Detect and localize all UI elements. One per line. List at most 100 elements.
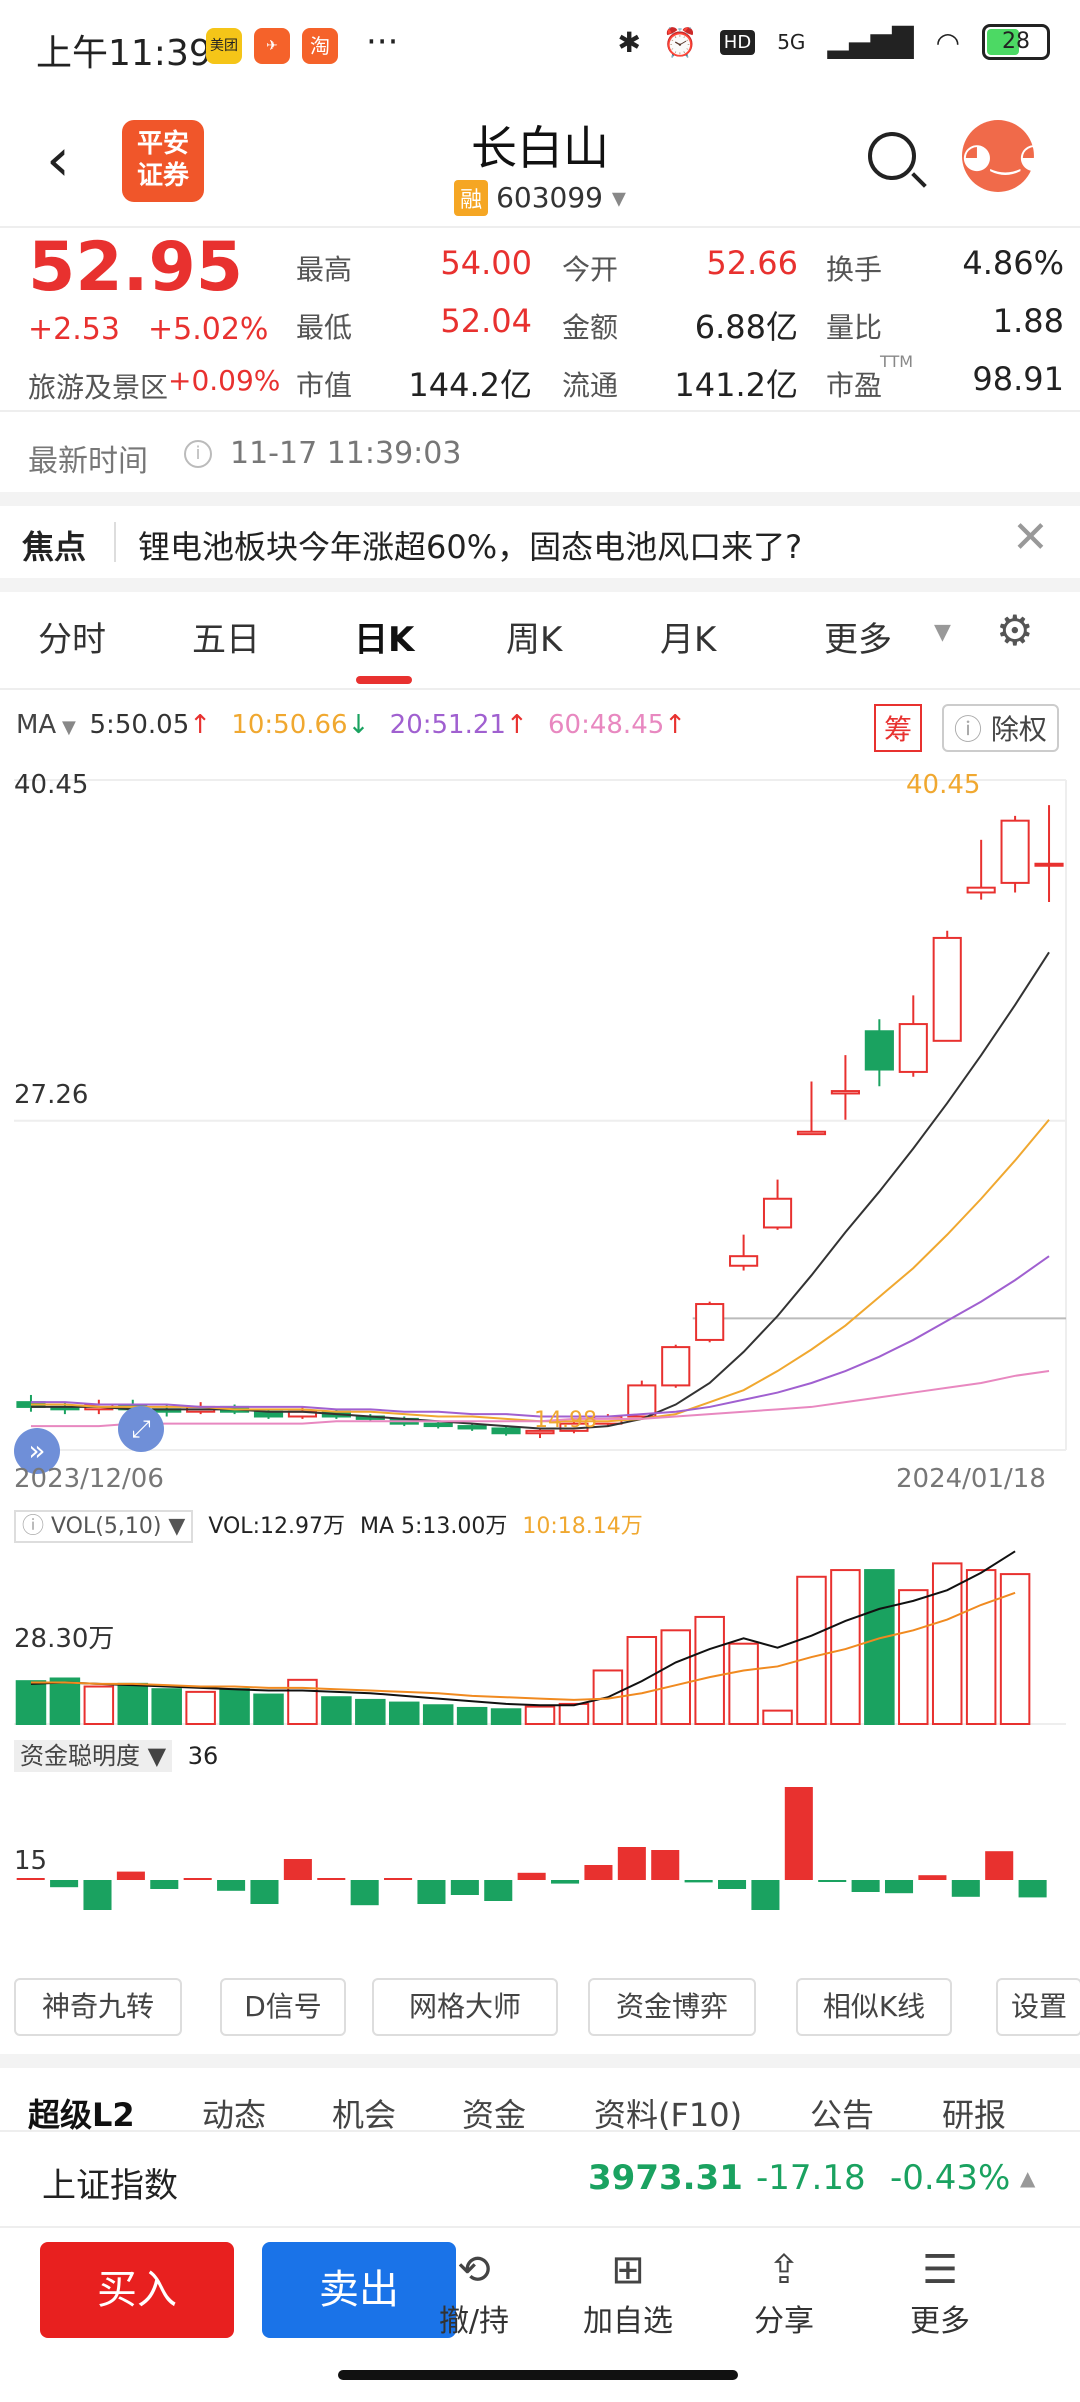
index-bar[interactable]: 上证指数 3973.31 -17.18 -0.43% ▲ xyxy=(0,2130,1080,2228)
volume-ma5: MA 5:13.00万 xyxy=(359,1514,508,1539)
tool-button-1[interactable]: D信号 xyxy=(220,1978,346,2036)
money-flow-bar xyxy=(50,1880,79,1888)
sub-tab-5[interactable]: 公告 xyxy=(810,2096,875,2134)
latest-time-label: 最新时间 xyxy=(28,444,148,479)
tool-button-3[interactable]: 资金博弈 xyxy=(588,1978,756,2036)
status-more-icon: ··· xyxy=(366,22,399,62)
tool-button-0[interactable]: 神奇九转 xyxy=(14,1978,182,2036)
tab-3[interactable]: 周K xyxy=(506,620,563,660)
money-flow-select[interactable]: 资金聪明度 ▼ xyxy=(14,1740,173,1772)
close-icon[interactable]: ✕ xyxy=(1012,512,1049,563)
restore-icon[interactable]: ⤢ xyxy=(118,1406,164,1452)
volume-indicator-select[interactable]: ⓘ VOL(5,10) ▼ xyxy=(14,1510,194,1543)
volume-bar xyxy=(796,1575,827,1726)
pe-superscript: TTM xyxy=(880,352,914,371)
money-flow-chart[interactable] xyxy=(0,1770,1080,1960)
stat-value: 98.91 xyxy=(972,360,1064,398)
index-change: -17.18 xyxy=(756,2158,866,2198)
exright-button[interactable]: ⓘ 除权 xyxy=(942,704,1059,752)
money-flow-label: 资金聪明度 xyxy=(20,1742,140,1770)
volume-bar xyxy=(49,1677,81,1725)
buy-button[interactable]: 买入 xyxy=(40,2242,234,2338)
volume-bar xyxy=(999,1573,1031,1726)
hd-icon: HD xyxy=(719,29,756,55)
volume-chart[interactable] xyxy=(0,1546,1080,1726)
bottom-nav-label: 更多 xyxy=(910,2304,970,2339)
tool-button-2[interactable]: 网格大师 xyxy=(372,1978,558,2036)
money-flow-bar xyxy=(16,1878,45,1880)
money-flow-bar xyxy=(317,1878,346,1880)
stat-value: 54.00 xyxy=(440,244,532,282)
sub-tab-2[interactable]: 机会 xyxy=(332,2096,397,2134)
sub-tab-4[interactable]: 资料(F10) xyxy=(594,2096,743,2134)
info-icon[interactable]: i xyxy=(184,440,212,468)
network-label: 5G xyxy=(777,30,806,54)
chip-distribution-button[interactable]: 筹 xyxy=(874,704,923,752)
kline-chart[interactable] xyxy=(0,760,1080,1520)
sub-tab-1[interactable]: 动态 xyxy=(202,2096,267,2134)
chevron-down-icon[interactable]: ▼ xyxy=(934,620,951,645)
bottom-nav-item-3[interactable]: ☰ 更多 xyxy=(880,2244,1000,2340)
volume-bar xyxy=(931,1562,963,1726)
stock-code-row[interactable]: 融 603099 ▾ xyxy=(0,180,1080,216)
money-flow-y-tick: 15 xyxy=(14,1846,48,1876)
gear-icon[interactable]: ⚙ xyxy=(996,606,1034,655)
search-icon[interactable] xyxy=(868,132,916,180)
tab-4[interactable]: 月K xyxy=(660,620,717,660)
tool-button-5[interactable]: 设置 xyxy=(996,1978,1080,2036)
tab-2[interactable]: 日K xyxy=(354,620,415,660)
candle xyxy=(627,1384,657,1418)
sell-button[interactable]: 卖出 xyxy=(262,2242,456,2338)
volume-bar xyxy=(965,1569,997,1726)
status-right: ✱ ⏰ HD 5G ▂▄▆█ ◠ 28 xyxy=(617,24,1050,60)
focus-headline[interactable]: 锂电池板块今年涨超60%，固态电池风口来了? xyxy=(138,528,803,566)
money-flow-bar xyxy=(183,1878,212,1880)
ma10-line xyxy=(30,1119,1050,1423)
stat-value: 4.86% xyxy=(962,244,1064,282)
avatar[interactable]: ◕‿◕ xyxy=(962,120,1049,192)
chevron-up-icon: ▲ xyxy=(1020,2166,1036,2190)
bottom-nav-item-2[interactable]: ⇪ 分享 xyxy=(724,2244,844,2340)
candle xyxy=(423,1422,453,1428)
money-flow-bar xyxy=(617,1847,646,1880)
sector-pct: +0.09% xyxy=(168,364,281,397)
money-flow-bar xyxy=(484,1880,513,1901)
volume-bar xyxy=(660,1629,691,1725)
ma20-line xyxy=(30,1255,1050,1418)
volume-bar xyxy=(15,1680,47,1726)
money-flow-bar xyxy=(884,1880,914,1894)
ma-legend[interactable]: MA ▼ 5:50.05↑ 10:50.66↓ 20:51.21↑ 60:48.… xyxy=(16,710,686,740)
candle xyxy=(864,1030,894,1071)
sector-name[interactable]: 旅游及景区 xyxy=(28,371,169,404)
volume-bar xyxy=(83,1685,115,1725)
back-icon[interactable]: ‹ xyxy=(46,125,70,195)
volume-bar xyxy=(898,1589,929,1726)
candle xyxy=(525,1429,555,1435)
tool-button-4[interactable]: 相似K线 xyxy=(796,1978,952,2036)
bottom-nav-item-0[interactable]: ⟲ 撤/持 xyxy=(414,2244,534,2340)
section-gap-2 xyxy=(0,578,1080,592)
candle xyxy=(661,1346,691,1387)
volume-bar xyxy=(185,1690,216,1725)
stat-value: 52.66 xyxy=(706,244,798,282)
tab-1[interactable]: 五日 xyxy=(192,620,260,660)
home-indicator[interactable] xyxy=(338,2370,738,2380)
expand-icon[interactable]: » xyxy=(14,1428,60,1474)
sub-tab-0[interactable]: 超级L2 xyxy=(28,2096,135,2134)
arrow-up-icon: ↑ xyxy=(505,710,528,740)
exright-label: 除权 xyxy=(990,713,1047,746)
money-flow-bar xyxy=(818,1880,847,1882)
money-flow-legend[interactable]: 资金聪明度 ▼ 36 xyxy=(14,1736,219,1772)
money-flow-value: 36 xyxy=(187,1742,219,1770)
tab-0[interactable]: 分时 xyxy=(38,620,106,660)
candle xyxy=(898,1023,928,1073)
sub-tab-3[interactable]: 资金 xyxy=(462,2096,527,2134)
chart-high-label: 40.45 xyxy=(906,770,981,800)
tab-5[interactable]: 更多 xyxy=(824,620,892,660)
volume-legend[interactable]: ⓘ VOL(5,10) ▼ VOL:12.97万 MA 5:13.00万 10:… xyxy=(14,1508,643,1543)
bottom-nav-item-1[interactable]: ⊞ 加自选 xyxy=(568,2244,688,2340)
sub-tab-6[interactable]: 研报 xyxy=(942,2096,1007,2134)
volume-bar xyxy=(864,1569,895,1726)
candle xyxy=(1034,862,1064,867)
candle xyxy=(491,1427,521,1435)
